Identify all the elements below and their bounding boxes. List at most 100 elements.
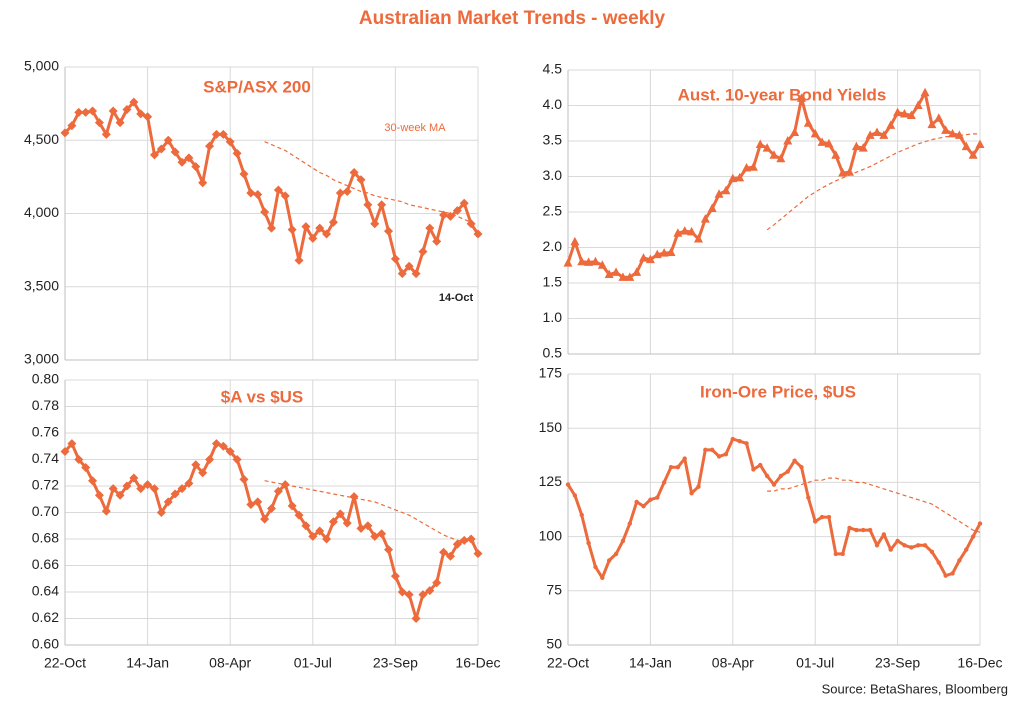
point-marker [294, 510, 304, 520]
point-marker [459, 198, 469, 208]
point-marker [349, 167, 359, 177]
y-tick-label: 3.0 [543, 167, 563, 183]
point-marker [239, 169, 249, 179]
y-tick-label: 150 [539, 419, 563, 435]
y-tick-label: 4,500 [24, 131, 59, 147]
point-marker [977, 521, 983, 526]
point-marker [301, 521, 311, 531]
point-marker [108, 484, 118, 494]
chart-title: $A vs $US [221, 387, 304, 406]
point-marker [315, 526, 325, 536]
point-marker [445, 551, 455, 561]
point-marker [459, 535, 469, 545]
point-marker [335, 509, 345, 519]
point-marker [225, 447, 235, 457]
point-marker [957, 558, 962, 563]
point-marker [466, 219, 476, 229]
point-marker [211, 439, 221, 449]
point-marker [122, 104, 132, 114]
point-marker [287, 225, 297, 235]
point-marker [831, 150, 841, 159]
point-marker [693, 233, 703, 243]
point-marker [851, 141, 861, 151]
point-marker [666, 247, 676, 256]
y-tick-label: 1.0 [543, 309, 563, 325]
point-marker [758, 462, 763, 468]
point-marker [466, 534, 476, 544]
point-marker [645, 254, 655, 264]
point-marker [641, 504, 646, 509]
point-marker [115, 490, 125, 500]
point-marker [101, 129, 111, 139]
annotation: 14-Oct [439, 292, 474, 304]
x-tick-label: 08-Apr [712, 655, 754, 671]
y-tick-label: 4.0 [543, 96, 563, 112]
point-marker [790, 127, 800, 136]
point-marker [397, 269, 407, 279]
point-marker [397, 587, 407, 597]
point-marker [888, 547, 893, 552]
point-marker [570, 236, 580, 246]
point-marker [232, 148, 242, 158]
point-marker [673, 228, 683, 237]
point-marker [205, 455, 215, 464]
point-marker [156, 508, 166, 517]
y-tick-label: 0.80 [32, 371, 59, 387]
point-marker [902, 543, 907, 548]
point-marker [88, 476, 98, 486]
point-marker [943, 573, 948, 578]
point-marker [927, 119, 937, 129]
point-marker [170, 147, 180, 157]
point-marker [590, 256, 600, 266]
point-marker [916, 543, 921, 548]
point-marker [742, 162, 752, 172]
point-marker [260, 514, 270, 524]
point-marker [625, 272, 635, 281]
point-marker [895, 538, 900, 544]
point-marker [755, 139, 765, 149]
point-marker [418, 247, 428, 257]
y-tick-label: 5,000 [24, 58, 59, 74]
point-marker [349, 492, 359, 502]
point-marker [730, 436, 735, 442]
point-marker [845, 167, 855, 176]
point-marker [273, 486, 283, 496]
point-marker [225, 137, 235, 147]
point-marker [246, 500, 256, 510]
point-marker [652, 249, 662, 259]
x-tick-label: 01-Jul [294, 655, 332, 671]
point-marker [634, 499, 639, 505]
point-marker [218, 129, 228, 139]
point-marker [439, 547, 449, 557]
point-marker [627, 521, 632, 526]
point-marker [60, 128, 70, 138]
x-tick-label: 14-Jan [126, 655, 169, 671]
point-marker [315, 223, 325, 233]
point-marker [721, 185, 731, 195]
point-marker [771, 482, 777, 487]
point-marker [198, 178, 208, 188]
point-marker [273, 185, 283, 195]
point-marker [390, 571, 400, 581]
point-marker [122, 481, 132, 491]
y-tick-label: 4,000 [24, 204, 59, 220]
point-marker [404, 261, 414, 271]
point-marker [735, 172, 745, 182]
point-marker [632, 267, 642, 276]
x-tick-label: 23-Sep [875, 655, 920, 671]
source-note: Source: BetaShares, Bloomberg [822, 681, 1008, 696]
point-marker [411, 269, 421, 279]
y-tick-label: 0.78 [32, 397, 59, 413]
x-tick-label: 16-Dec [957, 655, 1002, 671]
x-tick-label: 08-Apr [209, 655, 251, 671]
point-marker [418, 590, 428, 600]
point-marker [659, 248, 669, 257]
point-marker [861, 527, 866, 533]
point-marker [668, 465, 674, 470]
point-marker [810, 128, 820, 138]
point-marker [817, 137, 827, 146]
point-marker [968, 150, 978, 159]
point-marker [156, 144, 166, 154]
point-marker [728, 173, 738, 183]
point-marker [689, 491, 694, 496]
